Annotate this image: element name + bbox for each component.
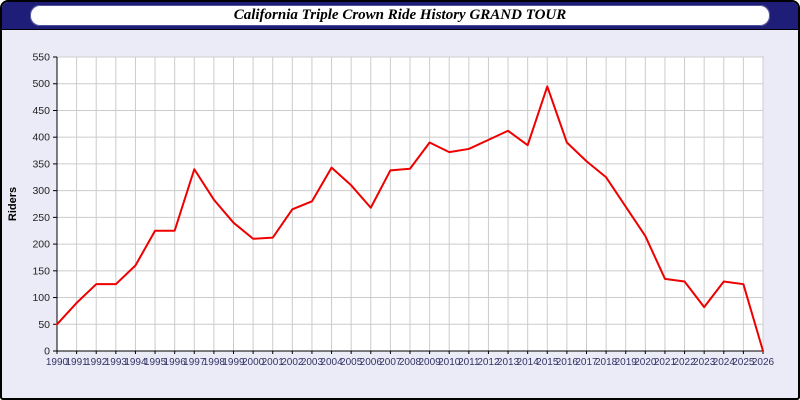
svg-text:2013: 2013 — [497, 357, 520, 368]
svg-text:1993: 1993 — [105, 357, 128, 368]
svg-text:2008: 2008 — [399, 357, 422, 368]
chart-area: 0 50 100 150 200 250 300 350 400 450 500 550 1990 199… — [2, 30, 798, 398]
svg-text:1996: 1996 — [164, 357, 187, 368]
svg-text:400: 400 — [32, 132, 50, 144]
svg-text:2001: 2001 — [262, 357, 285, 368]
svg-text:350: 350 — [32, 158, 50, 170]
svg-text:2023: 2023 — [693, 357, 716, 368]
svg-text:1999: 1999 — [222, 357, 245, 368]
svg-text:2025: 2025 — [732, 357, 755, 368]
svg-text:50: 50 — [38, 319, 50, 331]
svg-text:1994: 1994 — [124, 357, 147, 368]
svg-text:2014: 2014 — [517, 357, 540, 368]
svg-text:150: 150 — [32, 265, 50, 277]
svg-text:100: 100 — [32, 292, 50, 304]
svg-text:500: 500 — [32, 78, 50, 90]
svg-text:300: 300 — [32, 185, 50, 197]
svg-text:2010: 2010 — [438, 357, 461, 368]
svg-text:2012: 2012 — [477, 357, 500, 368]
chart-title: California Triple Crown Ride History GRA… — [233, 7, 567, 23]
svg-text:1995: 1995 — [144, 357, 167, 368]
svg-text:2011: 2011 — [458, 357, 480, 368]
svg-text:2026: 2026 — [752, 357, 775, 368]
svg-text:2004: 2004 — [320, 357, 343, 368]
svg-text:1990: 1990 — [46, 357, 69, 368]
svg-text:0: 0 — [44, 346, 50, 358]
svg-text:2015: 2015 — [536, 357, 559, 368]
svg-text:1997: 1997 — [183, 357, 206, 368]
svg-text:2024: 2024 — [713, 357, 736, 368]
ride-history-line-chart: 0501001502002503003504004505005501990199… — [7, 52, 775, 369]
svg-text:Riders: Riders — [7, 187, 19, 221]
svg-text:2020: 2020 — [634, 357, 657, 368]
svg-text:2018: 2018 — [595, 357, 618, 368]
svg-text:2003: 2003 — [301, 357, 324, 368]
svg-text:2007: 2007 — [379, 357, 402, 368]
svg-text:2022: 2022 — [673, 357, 696, 368]
svg-text:2006: 2006 — [360, 357, 383, 368]
svg-text:2002: 2002 — [281, 357, 304, 368]
svg-text:2021: 2021 — [654, 357, 677, 368]
svg-text:450: 450 — [32, 105, 50, 117]
svg-text:250: 250 — [32, 212, 50, 224]
title-bar: California Triple Crown Ride History GRA… — [2, 2, 798, 30]
svg-text:2019: 2019 — [615, 357, 638, 368]
svg-text:2005: 2005 — [340, 357, 363, 368]
svg-text:1992: 1992 — [85, 357, 108, 368]
svg-text:1991: 1991 — [65, 357, 88, 368]
svg-text:200: 200 — [32, 239, 50, 251]
svg-text:2017: 2017 — [575, 357, 598, 368]
svg-text:2000: 2000 — [242, 357, 265, 368]
svg-text:2009: 2009 — [418, 357, 441, 368]
svg-text:550: 550 — [32, 52, 50, 64]
svg-text:2016: 2016 — [556, 357, 579, 368]
chart-title-box: California Triple Crown Ride History GRA… — [30, 5, 770, 26]
svg-text:1998: 1998 — [203, 357, 226, 368]
